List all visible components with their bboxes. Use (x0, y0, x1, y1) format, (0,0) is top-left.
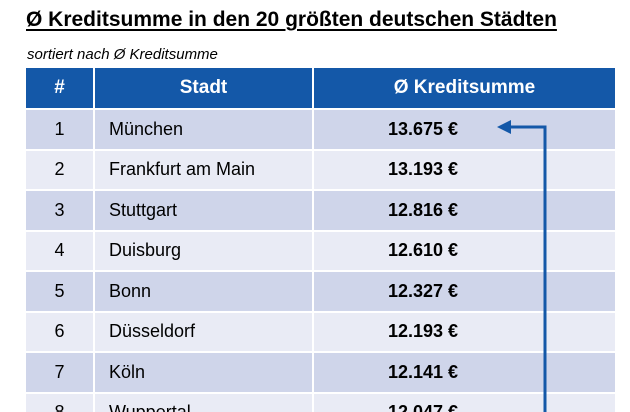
page-title: Ø Kreditsumme in den 20 größten deutsche… (26, 8, 557, 31)
city-cell: Köln (95, 351, 314, 392)
table-row: 7 Köln 12.141 € (26, 351, 615, 392)
rank-cell: 8 (26, 391, 95, 412)
amount-cell: 12.610 € (314, 229, 615, 270)
rank-cell: 6 (26, 310, 95, 351)
header-amount: Ø Kreditsumme (314, 68, 615, 108)
page-subtitle: sortiert nach Ø Kreditsumme (27, 46, 218, 63)
city-cell: Frankfurt am Main (95, 148, 314, 189)
rank-cell: 1 (26, 108, 95, 149)
rank-cell: 3 (26, 189, 95, 230)
rank-cell: 7 (26, 351, 95, 392)
city-cell: Stuttgart (95, 189, 314, 230)
table-row: 8 Wuppertal 12.047 € (26, 391, 615, 412)
table-row: 4 Duisburg 12.610 € (26, 229, 615, 270)
city-cell: München (95, 108, 314, 149)
rank-cell: 5 (26, 270, 95, 311)
amount-cell: 13.675 € (314, 108, 615, 149)
header-rank: # (26, 68, 95, 108)
table-row: 5 Bonn 12.327 € (26, 270, 615, 311)
city-cell: Düsseldorf (95, 310, 314, 351)
rank-cell: 4 (26, 229, 95, 270)
amount-cell: 12.327 € (314, 270, 615, 311)
header-city: Stadt (95, 68, 314, 108)
amount-cell: 12.141 € (314, 351, 615, 392)
table-header-row: # Stadt Ø Kreditsumme (26, 68, 615, 108)
amount-cell: 12.193 € (314, 310, 615, 351)
amount-cell: 12.816 € (314, 189, 615, 230)
table-row: 1 München 13.675 € (26, 108, 615, 149)
amount-cell: 12.047 € (314, 391, 615, 412)
table-row: 6 Düsseldorf 12.193 € (26, 310, 615, 351)
city-cell: Bonn (95, 270, 314, 311)
table-row: 2 Frankfurt am Main 13.193 € (26, 148, 615, 189)
rank-cell: 2 (26, 148, 95, 189)
city-cell: Wuppertal (95, 391, 314, 412)
city-cell: Duisburg (95, 229, 314, 270)
table-row: 3 Stuttgart 12.816 € (26, 189, 615, 230)
amount-cell: 13.193 € (314, 148, 615, 189)
ranking-table: # Stadt Ø Kreditsumme 1 München 13.675 €… (26, 68, 615, 412)
